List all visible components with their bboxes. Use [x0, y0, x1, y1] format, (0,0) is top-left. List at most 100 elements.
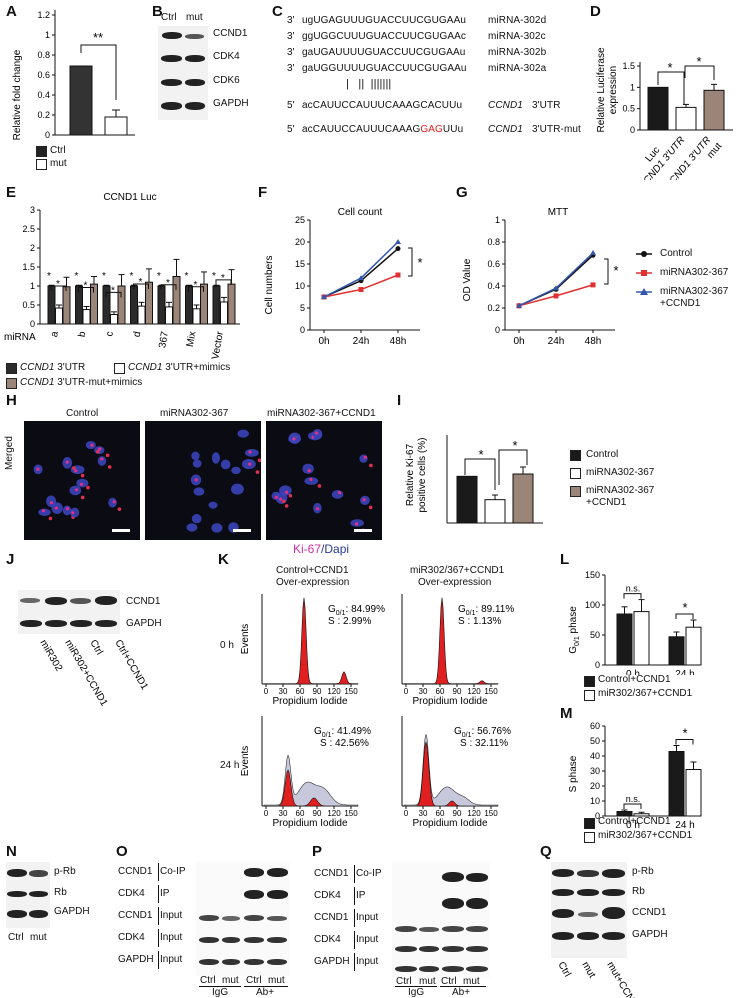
panel-p-group-line-1: [395, 986, 437, 987]
panel-n-lane-mut: mut: [30, 932, 47, 943]
panel-p-row-divider: [354, 865, 355, 883]
ki67-dot: [100, 457, 104, 461]
data-point: [553, 293, 559, 299]
data-point: [321, 294, 327, 299]
ki67-dot: [369, 463, 373, 468]
panel-e-bracket: [160, 284, 177, 290]
ki67-dot: [80, 473, 85, 478]
panel-e-bar: [220, 301, 228, 325]
panel-k-xlabel-2: Propidium Iodide: [412, 696, 487, 707]
panel-b-blot: [158, 26, 208, 120]
panel-c-mirna-name-3: miRNA-302b: [488, 47, 547, 58]
x-tick-label: 0 h: [626, 820, 640, 831]
panel-e-legend-2-swatch: [114, 363, 125, 374]
y-tick-label: 50: [590, 736, 600, 746]
panel-label-i: I: [397, 392, 402, 409]
panel-g-sig: *: [613, 263, 618, 278]
ki67-dot: [65, 460, 69, 464]
panel-g-legend-3: miRNA302-367: [660, 286, 729, 297]
ki67-dot: [248, 462, 252, 466]
ki67-dot: [317, 484, 322, 488]
panel-c-mirna-prefix-1: 3': [287, 15, 295, 26]
panel-m-ylabel: S phase: [568, 755, 579, 792]
panel-n-row-prb: p-Rb: [54, 866, 76, 877]
panel-e-bracket: [188, 286, 204, 292]
panel-label-a: A: [6, 3, 17, 20]
panel-p-group-line-2: [440, 986, 486, 987]
panel-k-stat-1-s: S : 2.99%: [328, 616, 371, 627]
nucleus: [279, 485, 292, 496]
x-tick-label: 30: [279, 687, 288, 696]
y-tick-label: 0.2: [487, 303, 500, 313]
x-tick-label: 150: [484, 687, 498, 696]
ki67-dot: [105, 453, 110, 458]
y-tick-label: 150: [585, 570, 600, 580]
panel-e-bar: [102, 285, 111, 325]
x-tick-label: 90: [313, 687, 322, 696]
panel-c-mirna-prefix-4: 3': [287, 63, 295, 74]
panel-q-row-ccnd1: CCND1: [632, 907, 667, 918]
ki67-dot: [90, 443, 94, 447]
panel-c-mirna-name-2: miRNA-302c: [488, 31, 546, 42]
ki67-dot: [274, 495, 278, 500]
data-point: [395, 272, 401, 278]
panel-k-col1-line2: Over-expression: [276, 577, 350, 588]
panel-j-row-gapdh: GAPDH: [126, 618, 162, 629]
y-tick-label: 1: [30, 281, 35, 291]
data-point: [395, 239, 401, 244]
panel-p-row-protein: GAPDH: [314, 956, 350, 967]
panel-l-legend-1: Control+CCND1: [598, 674, 671, 685]
panel-o-group-line-1: [199, 986, 241, 987]
panel-e-xlabel: b: [77, 330, 89, 338]
panel-label-f: F: [258, 184, 268, 201]
y-tick-label: 100: [585, 600, 600, 610]
panel-d-chart: Relative Luciferase expression 00.511.5 …: [596, 47, 733, 180]
panel-o-row-type: Input: [160, 954, 183, 965]
panel-f-sig: *: [417, 255, 422, 270]
nucleus: [230, 483, 244, 495]
panel-h-col-2: miRNA302-367: [160, 408, 229, 419]
panel-g-legend-1: Control: [660, 248, 693, 259]
panel-n-lane-ctrl: Ctrl: [8, 932, 24, 943]
panel-label-q: Q: [540, 843, 552, 860]
panel-o-row-divider: [158, 929, 159, 947]
panel-i-sig-2: *: [512, 438, 517, 453]
y-tick-label: 15: [295, 259, 305, 269]
panel-e-bar: [110, 314, 118, 325]
panel-d-bar: [675, 106, 697, 131]
x-tick-label: 0: [264, 687, 269, 696]
panel-m-legend-2-swatch: [584, 832, 595, 843]
panel-g-chart: MTT OD Value 0 0.2 0.4 0.6 0.8 1 0h 24h 48h *: [462, 207, 619, 347]
ki67-dot: [72, 466, 76, 470]
x-tick-label: 60: [296, 687, 305, 696]
y-tick-label: 1: [45, 30, 50, 40]
panel-k-ylabel-1: Events: [240, 624, 251, 655]
scale-bar: [112, 529, 130, 532]
nucleus: [237, 429, 249, 438]
panel-m-bar: [668, 751, 685, 817]
panel-e-sig: *: [157, 271, 161, 282]
panel-k-xlabel-4: Propidium Iodide: [412, 818, 487, 829]
ki67-dot: [279, 497, 283, 501]
y-tick-label: 0: [495, 325, 500, 335]
y-tick-label: 10: [590, 796, 600, 806]
panel-o-row-protein: CDK4: [118, 932, 145, 943]
ki67-dot: [117, 507, 122, 511]
ki67-dot: [354, 522, 359, 526]
panel-o-row-protein: CCND1: [118, 866, 153, 877]
panel-e-sig: *: [75, 271, 79, 282]
panel-m-legend-1-swatch: [584, 818, 595, 829]
y-tick-label: 0.8: [487, 237, 500, 247]
x-tick-label: 30: [279, 809, 288, 818]
panel-p-row-divider: [354, 909, 355, 927]
panel-e-sig: *: [185, 271, 189, 282]
ki67-dot: [98, 447, 102, 451]
panel-label-c: C: [272, 3, 283, 20]
nucleus: [62, 505, 72, 516]
y-tick-label: 1.5: [22, 262, 35, 272]
panel-q-blot: [551, 862, 627, 958]
panel-label-g: G: [456, 184, 468, 201]
panel-l-bar: [685, 626, 702, 666]
panel-m-bar: [685, 769, 702, 817]
panel-p-row-divider: [354, 931, 355, 949]
